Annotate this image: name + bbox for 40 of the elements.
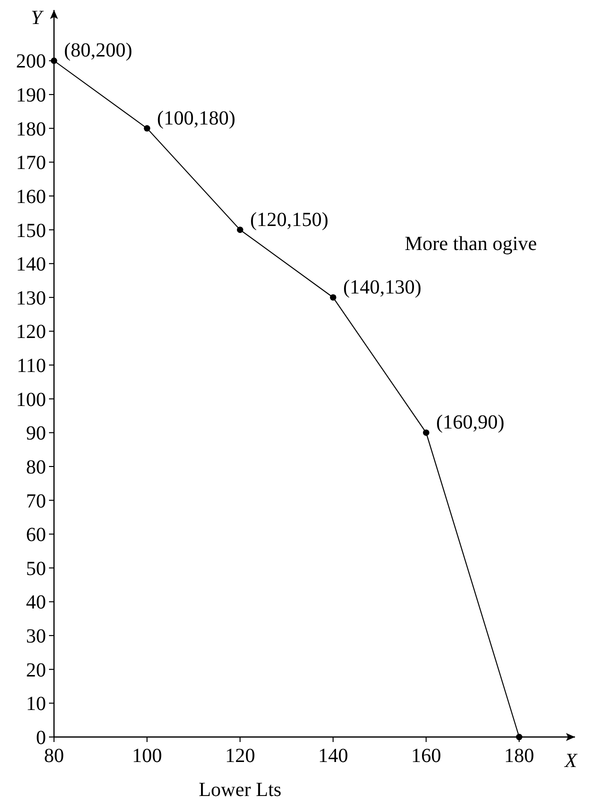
y-tick-label: 130: [16, 287, 46, 310]
x-axis-title: Lower Lts: [198, 779, 282, 801]
annotation: (120,150): [250, 208, 328, 231]
annotation: (140,130): [343, 276, 422, 298]
y-tick-label: 160: [16, 186, 46, 208]
y-tick-label: 20: [26, 659, 46, 682]
y-tick-label: 180: [16, 118, 46, 140]
point: [144, 125, 150, 132]
y-tick-label: 70: [26, 490, 46, 512]
y-tick-label: 200: [16, 50, 46, 73]
x-tick-label: 140: [318, 745, 348, 767]
y-tick-label: 120: [16, 321, 46, 344]
y-tick-label: 150: [16, 220, 46, 242]
y-tick-label: 190: [16, 84, 46, 107]
point: [236, 226, 244, 233]
y-tick-label: 140: [16, 254, 46, 276]
text: X: [564, 750, 578, 772]
y-axis-title: Y: [30, 7, 44, 29]
y-tick-label: 100: [16, 388, 46, 411]
annotation: More than ogive: [404, 232, 538, 255]
point: [422, 429, 430, 436]
annotation: (80,200): [64, 40, 132, 62]
y-tick-label: 110: [16, 355, 46, 378]
y-tick-label: 90: [26, 422, 46, 445]
y-tick-label: 40: [26, 592, 46, 614]
x-tick-label: 160: [411, 745, 442, 767]
y-tick-label: 80: [26, 456, 46, 478]
y-tick-label: 0: [36, 727, 46, 749]
y-tick-label: 30: [26, 626, 46, 648]
y-tick-label: 60: [26, 524, 46, 546]
y-tick-label: 10: [26, 693, 46, 716]
annotation: (100,180): [157, 107, 236, 130]
point: [330, 294, 336, 301]
x-tick-label: 100: [132, 745, 162, 767]
annotation: (160,90): [436, 412, 504, 434]
x-tick-label: 80: [44, 745, 64, 767]
x-tick-label: 120: [225, 745, 256, 767]
y-tick-label: 50: [26, 558, 46, 580]
y-tick-label: 170: [16, 152, 46, 174]
x-tick-label: 180: [504, 745, 534, 767]
